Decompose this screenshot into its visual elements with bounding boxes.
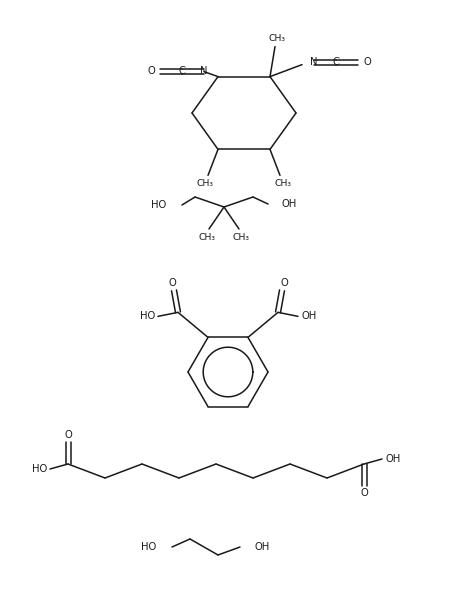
Text: O: O (147, 65, 155, 76)
Text: O: O (64, 430, 72, 440)
Text: O: O (280, 278, 288, 288)
Text: C: C (333, 57, 339, 67)
Text: OH: OH (282, 199, 297, 209)
Text: C: C (179, 65, 185, 76)
Text: N: N (200, 65, 208, 76)
Text: O: O (360, 488, 368, 498)
Text: CH₃: CH₃ (233, 233, 250, 242)
Text: OH: OH (301, 312, 316, 321)
Text: OH: OH (254, 542, 269, 552)
Text: HO: HO (32, 464, 47, 474)
Text: O: O (364, 57, 372, 67)
Text: HO: HO (141, 542, 156, 552)
Text: CH₃: CH₃ (274, 179, 291, 188)
Text: HO: HO (140, 312, 155, 321)
Text: O: O (168, 278, 176, 288)
Text: OH: OH (385, 454, 400, 464)
Text: CH₃: CH₃ (197, 179, 214, 188)
Text: N: N (310, 57, 318, 67)
Text: HO: HO (151, 200, 166, 210)
Text: CH₃: CH₃ (269, 34, 286, 43)
Text: CH₃: CH₃ (198, 233, 216, 242)
